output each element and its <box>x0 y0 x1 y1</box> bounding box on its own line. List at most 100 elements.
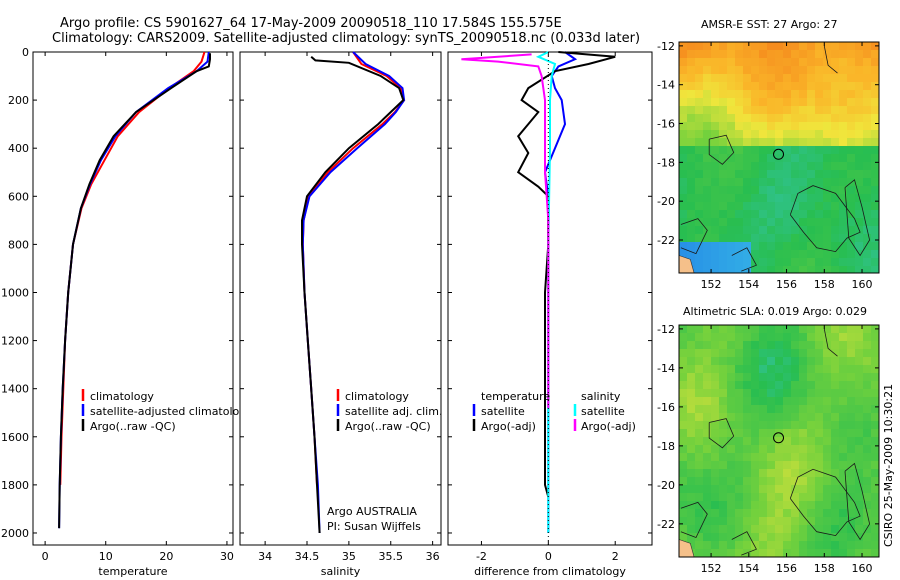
map-cell <box>695 226 704 235</box>
map-cell <box>711 170 720 179</box>
map-cell <box>823 365 832 374</box>
map-cell <box>751 114 760 123</box>
map-cell <box>775 162 784 171</box>
map-cell <box>863 194 872 203</box>
map-cell <box>823 373 832 382</box>
map-cell <box>807 250 816 259</box>
map-cell <box>735 445 744 454</box>
map-cell <box>799 501 808 510</box>
map-cell <box>807 74 816 83</box>
map-cell <box>775 42 784 51</box>
map-ytick-label: -12 <box>657 40 675 53</box>
sst-map-frame <box>678 41 880 274</box>
map-cell <box>711 234 720 243</box>
map-cell <box>735 349 744 358</box>
map-cell <box>727 98 736 107</box>
map-cell <box>807 501 816 510</box>
map-cell <box>839 170 848 179</box>
map-cell <box>735 114 744 123</box>
map-cell <box>847 429 856 438</box>
map-cell <box>839 162 848 171</box>
map-cell <box>807 106 816 115</box>
map-cell <box>847 98 856 107</box>
map-cell <box>831 98 840 107</box>
map-cell <box>687 501 696 510</box>
map-cell <box>807 58 816 67</box>
map-cell <box>783 106 792 115</box>
map-cell <box>759 517 768 526</box>
map-cell <box>743 138 752 147</box>
map-cell <box>759 66 768 75</box>
temperature-xtick-label: 30 <box>220 550 234 563</box>
map-cell <box>687 437 696 446</box>
map-cell <box>727 325 736 334</box>
map-cell <box>863 242 872 251</box>
map-cell <box>695 485 704 494</box>
map-cell <box>783 429 792 438</box>
map-cell <box>815 461 824 470</box>
map-cell <box>687 130 696 139</box>
map-cell <box>799 122 808 131</box>
map-cell <box>679 413 688 422</box>
map-cell <box>759 549 768 558</box>
map-cell <box>871 154 880 163</box>
map-cell <box>703 50 712 59</box>
map-cell <box>695 397 704 406</box>
map-cell <box>751 42 760 51</box>
map-cell <box>815 114 824 123</box>
map-cell <box>687 178 696 187</box>
map-cell <box>743 202 752 211</box>
map-cell <box>687 122 696 131</box>
map-cell <box>735 493 744 502</box>
map-cell <box>799 429 808 438</box>
map-cell <box>743 234 752 243</box>
map-cell <box>799 66 808 75</box>
map-cell <box>751 389 760 398</box>
map-cell <box>799 242 808 251</box>
map-cell <box>783 162 792 171</box>
map-cell <box>695 381 704 390</box>
map-cell <box>783 90 792 99</box>
map-cell <box>695 66 704 75</box>
map-cell <box>775 469 784 478</box>
map-cell <box>719 170 728 179</box>
map-cell <box>703 82 712 91</box>
map-cell <box>711 178 720 187</box>
map-cell <box>743 114 752 123</box>
map-cell <box>759 333 768 342</box>
map-cell <box>871 501 880 510</box>
map-cell <box>871 58 880 67</box>
map-cell <box>695 325 704 334</box>
map-cell <box>807 429 816 438</box>
map-cell <box>855 66 864 75</box>
map-cell <box>719 493 728 502</box>
map-cell <box>831 381 840 390</box>
map-cell <box>799 349 808 358</box>
map-cell <box>703 218 712 227</box>
map-cell <box>751 533 760 542</box>
map-cell <box>823 429 832 438</box>
map-cell <box>695 138 704 147</box>
map-cell <box>831 437 840 446</box>
map-cell <box>719 50 728 59</box>
salinity-xtick-label: 36 <box>426 550 440 563</box>
map-cell <box>695 437 704 446</box>
map-cell <box>839 541 848 550</box>
map-cell <box>703 397 712 406</box>
map-cell <box>759 50 768 59</box>
map-cell <box>791 210 800 219</box>
map-cell <box>855 413 864 422</box>
map-cell <box>727 421 736 430</box>
map-cell <box>791 549 800 558</box>
map-cell <box>839 178 848 187</box>
map-cell <box>767 106 776 115</box>
map-cell <box>775 389 784 398</box>
map-cell <box>679 325 688 334</box>
map-cell <box>839 218 848 227</box>
map-cell <box>783 42 792 51</box>
map-cell <box>767 325 776 334</box>
map-cell <box>743 194 752 203</box>
map-cell <box>743 210 752 219</box>
map-cell <box>783 421 792 430</box>
map-cell <box>687 82 696 91</box>
